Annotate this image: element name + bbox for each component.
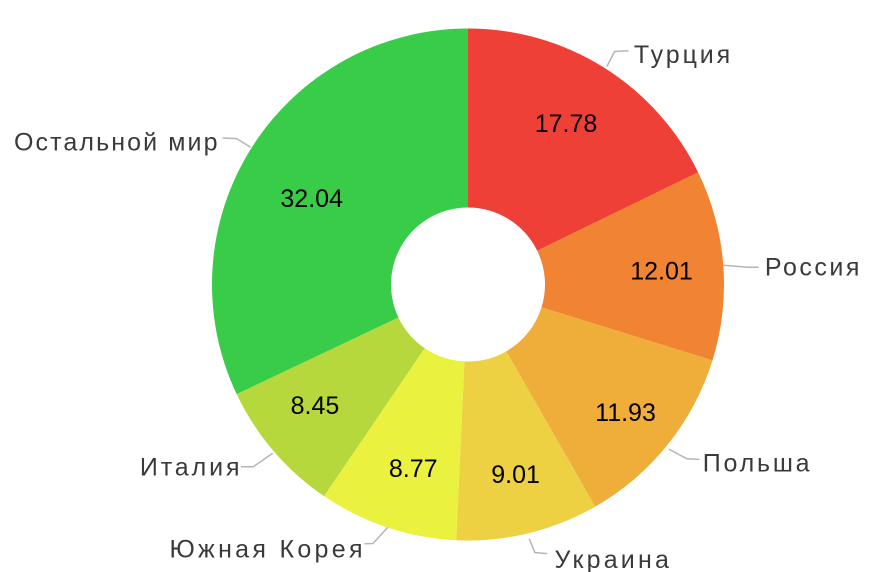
svg-text:9.01: 9.01 (491, 461, 540, 489)
svg-text:Польша: Польша (703, 449, 813, 477)
svg-text:Россия: Россия (765, 253, 862, 281)
svg-text:12.01: 12.01 (630, 258, 693, 286)
svg-text:Турция: Турция (634, 41, 733, 69)
svg-text:Италия: Италия (140, 454, 243, 482)
svg-text:32.04: 32.04 (280, 185, 343, 213)
svg-text:Южная Корея: Южная Корея (170, 535, 366, 563)
svg-text:11.93: 11.93 (595, 399, 656, 427)
svg-text:Остальной мир: Остальной мир (14, 129, 220, 157)
svg-text:17.78: 17.78 (535, 110, 598, 138)
svg-text:8.77: 8.77 (389, 455, 438, 483)
svg-text:Украина: Украина (555, 546, 673, 572)
svg-text:8.45: 8.45 (291, 392, 340, 420)
